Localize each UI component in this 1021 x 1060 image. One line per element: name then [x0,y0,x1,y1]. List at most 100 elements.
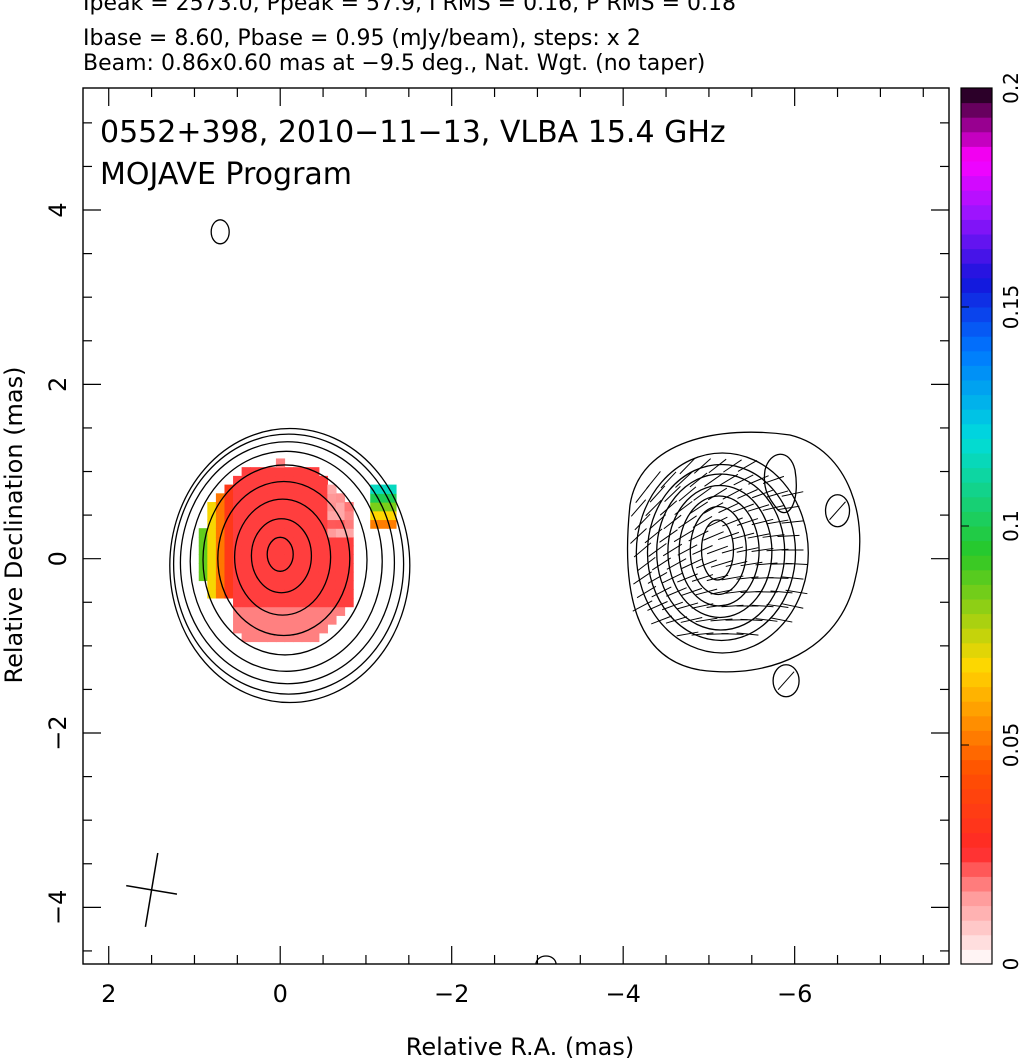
polarization-pixel [242,467,251,476]
polarization-pixel [207,537,216,546]
polarization-pixel [284,624,293,633]
polarization-pixel [242,528,251,537]
colorbar-segment [961,584,992,599]
polarization-pixel [293,511,302,520]
polarization-pixel [302,589,311,598]
polarization-pixel [216,546,225,555]
polarization-pixel [267,580,276,589]
x-tick-label: 2 [101,980,116,1008]
colorbar-segment [961,219,992,234]
polarization-pixel [250,476,259,485]
x-tick-label: 0 [273,980,288,1008]
polarization-pixel [207,554,216,563]
colorbar-segment [961,599,992,614]
polarization-pixel [207,528,216,537]
evpa-vector [733,533,754,539]
polarization-pixel [224,537,233,546]
polarization-pixel [242,563,251,572]
polarization-pixel [284,485,293,494]
colorbar-segment [961,453,992,468]
colorbar-segment [961,803,992,818]
colorbar-segment [961,847,992,862]
polarization-pixel [319,607,328,616]
polarization-pixel [284,615,293,624]
polarization-pixel [267,467,276,476]
colorbar-segment [961,482,992,497]
polarization-pixel [276,589,285,598]
polarization-pixel [336,546,345,555]
beam-cross [126,853,177,927]
polarization-pixel [293,485,302,494]
colorbar-segment [961,541,992,556]
polarization-pixel [293,546,302,555]
polarization-pixel [345,598,354,607]
colorbar-tick-label: 0 [999,958,1021,971]
polarization-pixel [233,607,242,616]
evpa-vector [675,472,691,487]
polarization-pixel [293,589,302,598]
polarization-pixel [242,572,251,581]
polarization-pixel [327,580,336,589]
polarization-pixel [302,511,311,520]
colorbar-segment [961,526,992,541]
y-tick-label: −4 [44,890,72,925]
colorbar-segment [961,745,992,760]
polarization-pixel [207,572,216,581]
colorbar-segment [961,657,992,672]
polarization-pixel [276,598,285,607]
polarization-pixel [284,580,293,589]
polarization-pixel [242,624,251,633]
evpa-vector [830,502,846,520]
colorbar-segment [961,935,992,950]
colorbar-segment [961,438,992,453]
polarization-pixel [242,546,251,555]
colorbar-tick-label: 0.05 [999,723,1021,768]
polarization-pixel [345,519,354,528]
colorbar-segment [961,117,992,132]
polarization-pixel [250,598,259,607]
polarization-pixel [267,502,276,511]
polarization-pixel [293,563,302,572]
polarization-pixel [310,633,319,642]
x-tick-label: −6 [777,980,812,1008]
polarization-pixel [267,615,276,624]
polarization-pixel [302,615,311,624]
evpa-vector [690,473,707,487]
colorbar-segment [961,205,992,220]
polarization-pixel [224,580,233,589]
colorbar-segment [961,555,992,570]
polarization-pixel [242,554,251,563]
colorbar-segment [961,701,992,716]
colorbar-segment [961,424,992,439]
evpa-vector [782,604,804,609]
polarization-pixel [233,493,242,502]
polarization-pixel [310,563,319,572]
polarization-pixel [336,572,345,581]
polarization-pixel [276,476,285,485]
colorbar-segment [961,190,992,205]
polarization-pixel [284,598,293,607]
polarization-pixel [319,511,328,520]
polarization-pixel [327,546,336,555]
polarization-pixel [327,519,336,528]
polarization-pixel [276,554,285,563]
polarization-pixel [250,615,259,624]
polarization-pixel [276,624,285,633]
polarization-pixel [276,572,285,581]
polarization-pixel [276,615,285,624]
colorbar-segment [961,380,992,395]
polarization-pixel [199,537,208,546]
polarization-pixel [276,502,285,511]
polarization-pixel [302,476,311,485]
polarization-pixel [259,589,268,598]
evpa-vectors [630,458,845,690]
polarization-pixel [302,546,311,555]
y-tick-label: 2 [44,377,72,392]
colorbar-segment [961,570,992,585]
polarization-pixel [319,485,328,494]
polarization-pixel [267,598,276,607]
polarization-pixel [284,502,293,511]
polarization-pixel [250,633,259,642]
polarization-pixel [207,563,216,572]
colorbar-segment [961,643,992,658]
